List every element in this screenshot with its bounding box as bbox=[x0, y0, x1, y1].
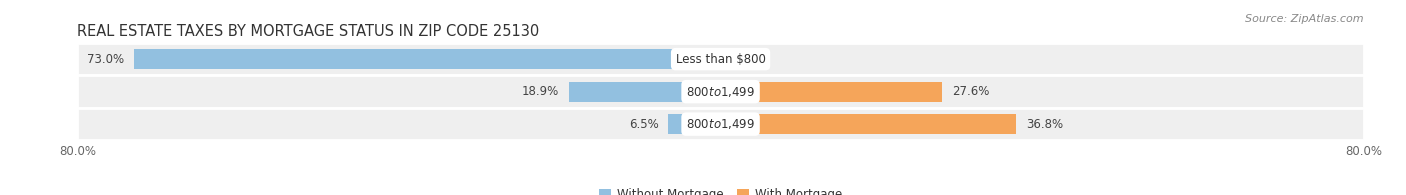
Text: $800 to $1,499: $800 to $1,499 bbox=[686, 85, 755, 99]
Text: 0.0%: 0.0% bbox=[730, 53, 759, 66]
Bar bbox=[134, 49, 721, 69]
Bar bbox=[721, 114, 1017, 134]
Legend: Without Mortgage, With Mortgage: Without Mortgage, With Mortgage bbox=[595, 183, 846, 195]
Bar bbox=[77, 75, 1364, 108]
Bar bbox=[77, 108, 1364, 140]
Bar bbox=[668, 114, 721, 134]
Bar bbox=[77, 43, 1364, 75]
Text: REAL ESTATE TAXES BY MORTGAGE STATUS IN ZIP CODE 25130: REAL ESTATE TAXES BY MORTGAGE STATUS IN … bbox=[77, 24, 540, 39]
Text: 6.5%: 6.5% bbox=[628, 118, 658, 131]
Text: Less than $800: Less than $800 bbox=[676, 53, 765, 66]
Text: Source: ZipAtlas.com: Source: ZipAtlas.com bbox=[1246, 14, 1364, 24]
Bar bbox=[721, 82, 942, 102]
Text: 27.6%: 27.6% bbox=[952, 85, 990, 98]
Text: 18.9%: 18.9% bbox=[522, 85, 560, 98]
Text: 73.0%: 73.0% bbox=[87, 53, 124, 66]
Text: 36.8%: 36.8% bbox=[1026, 118, 1063, 131]
Bar bbox=[568, 82, 721, 102]
Text: $800 to $1,499: $800 to $1,499 bbox=[686, 117, 755, 131]
